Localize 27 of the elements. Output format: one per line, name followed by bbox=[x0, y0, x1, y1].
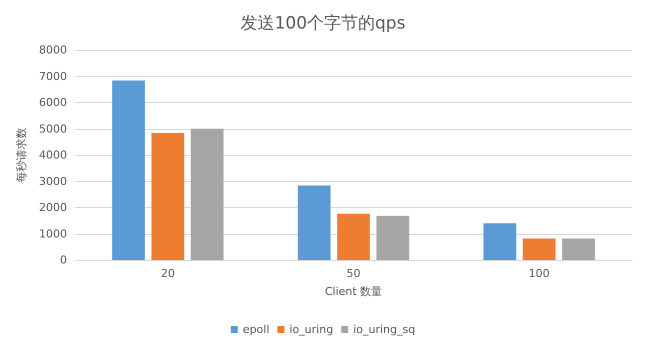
x-axis-title: Client 数量 bbox=[324, 285, 382, 298]
x-tick-label: 50 bbox=[346, 267, 360, 280]
bar bbox=[151, 132, 184, 260]
bar bbox=[562, 238, 595, 260]
legend-label: epoll bbox=[242, 323, 270, 336]
bar bbox=[483, 223, 516, 260]
chart-title: 发送100个字节的qps bbox=[240, 14, 406, 34]
y-tick-label: 4000 bbox=[39, 148, 67, 162]
y-tick-label: 3000 bbox=[39, 174, 67, 188]
bar bbox=[298, 185, 331, 260]
y-tick-label: 5000 bbox=[39, 122, 67, 136]
y-tick-label: 1000 bbox=[39, 227, 67, 240]
legend-label: io_uring bbox=[289, 323, 334, 336]
y-tick-label: 2000 bbox=[39, 201, 67, 214]
x-tick-label: 20 bbox=[160, 267, 175, 280]
bar bbox=[190, 128, 224, 260]
x-tick-label: 100 bbox=[528, 267, 550, 280]
y-tick-label: 6000 bbox=[39, 96, 67, 109]
legend-label: io_uring_sq bbox=[353, 323, 416, 336]
y-tick-label: 0 bbox=[60, 254, 67, 266]
y-tick-label: 8000 bbox=[39, 44, 67, 56]
bar bbox=[522, 238, 556, 260]
bar bbox=[112, 80, 145, 260]
bar bbox=[337, 214, 370, 260]
y-axis-title: 每秒请求数 bbox=[15, 128, 28, 182]
bar bbox=[376, 216, 410, 260]
y-tick-label: 7000 bbox=[39, 70, 67, 83]
